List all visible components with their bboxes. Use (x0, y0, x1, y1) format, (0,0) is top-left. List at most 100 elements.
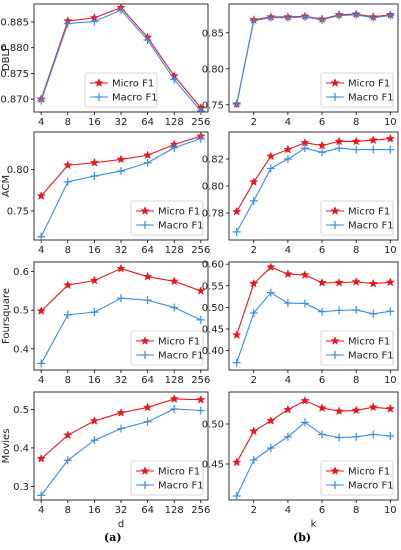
macro-f1-point (232, 492, 241, 500)
macro-f1-point (37, 359, 46, 368)
micro-f1-point (351, 276, 361, 286)
macro-f1-point (90, 308, 99, 317)
macro-f1-point (63, 19, 72, 28)
micro-f1-point (249, 278, 259, 288)
x-tick-label: 8 (65, 117, 71, 128)
legend-star-marker (140, 466, 150, 475)
macro-f1-point (318, 15, 327, 24)
legend-label: Macro F1 (348, 221, 394, 232)
legend-plus-marker (141, 481, 149, 489)
micro-f1-point (63, 430, 73, 440)
y-axis-label: DBLP (1, 45, 12, 71)
x-tick-label: 2 (251, 117, 257, 128)
micro-f1-point (63, 280, 73, 290)
micro-f1-point (368, 135, 378, 145)
series-line-micro-f1 (236, 400, 391, 463)
micro-f1-point (142, 150, 153, 160)
micro-f1-point (232, 330, 242, 339)
micro-f1-point (196, 286, 206, 295)
macro-f1-point (369, 309, 378, 318)
macro-f1-point (170, 143, 179, 152)
micro-f1-point (368, 402, 378, 412)
macro-f1-point (335, 433, 344, 442)
y-tick-label: 0.4 (13, 443, 29, 454)
series-line-micro-f1 (236, 138, 391, 212)
x-tick-label: 6 (319, 505, 325, 516)
legend: Micro F1 Macro F1 (130, 200, 204, 236)
x-tick-label: 32 (115, 505, 128, 516)
y-tick-label: 0.5 (13, 405, 29, 416)
macro-f1-point (117, 424, 125, 433)
y-tick-label: 0.4 (13, 344, 29, 355)
y-tick-label: 0.78 (202, 209, 224, 220)
micro-f1-point (334, 136, 344, 146)
macro-f1-point (283, 155, 292, 163)
macro-f1-point (249, 16, 258, 25)
macro-f1-point (117, 6, 125, 15)
x-tick-label: 256 (191, 117, 210, 128)
macro-f1-point (386, 145, 395, 154)
macro-f1-point (90, 436, 99, 445)
y-tick-label: 0.80 (7, 165, 29, 176)
x-tick-label: 256 (191, 505, 210, 516)
chart-movies-d: 0.3 0.4 0.5 4 8 16 32 64 128 256 Movies d Micro F1 Ma… (1, 391, 210, 530)
micro-f1-point (89, 416, 100, 425)
x-tick-label: 10 (384, 117, 397, 128)
chart-dblp-k: 0.75 0.80 0.85 2 4 6 8 10 Micro F1 Macro F1 (202, 3, 399, 128)
micro-f1-point (249, 177, 259, 186)
legend-label: Micro F1 (348, 337, 390, 348)
macro-f1-point (63, 456, 72, 465)
micro-f1-point (116, 407, 126, 417)
macro-f1-point (300, 12, 309, 21)
x-tick-label: 2 (251, 505, 257, 516)
x-tick-label: 4 (285, 375, 291, 386)
macro-f1-point (266, 444, 275, 452)
macro-f1-point (352, 432, 361, 441)
micro-f1-point (89, 275, 100, 285)
x-axis-label: k (311, 519, 317, 530)
legend-label: Macro F1 (348, 481, 394, 492)
micro-f1-point (334, 406, 344, 416)
x-tick-label: 16 (88, 117, 101, 128)
macro-f1-point (386, 432, 395, 440)
legend-label: Macro F1 (158, 481, 204, 492)
y-tick-label: 0.6 (13, 267, 29, 278)
x-tick-label: 8 (353, 375, 359, 386)
micro-f1-point (385, 403, 395, 413)
legend-label: Macro F1 (348, 351, 394, 362)
y-axis-label: Foursquare (1, 288, 12, 344)
y-tick-label: 0.55 (202, 281, 224, 292)
x-tick-label: 32 (115, 375, 128, 386)
micro-f1-point (36, 453, 46, 463)
micro-f1-point (283, 404, 293, 414)
y-tick-label: 0.85 (202, 28, 224, 39)
y-tick-label: 0.45 (202, 324, 224, 335)
micro-f1-point (232, 457, 242, 467)
series-line-macro-f1 (236, 291, 391, 363)
legend-label: Micro F1 (348, 207, 390, 218)
macro-f1-point (283, 299, 292, 308)
macro-f1-point (266, 13, 275, 22)
y-tick-label: 0.75 (7, 206, 29, 217)
macro-f1-point (170, 404, 179, 413)
x-tick-label: 10 (384, 375, 397, 386)
macro-f1-point (196, 106, 205, 115)
macro-f1-point (369, 145, 378, 154)
micro-f1-point (116, 154, 126, 164)
x-tick-label: 64 (141, 117, 154, 128)
x-tick-label: 32 (115, 245, 128, 256)
macro-f1-point (386, 307, 395, 316)
micro-f1-point (283, 144, 293, 154)
x-tick-label: 4 (285, 117, 291, 128)
legend: Micro F1 Macro F1 (320, 330, 394, 366)
macro-f1-point (300, 299, 309, 308)
macro-f1-point (386, 11, 395, 20)
legend-plus-marker (331, 481, 339, 489)
x-tick-label: 6 (319, 117, 325, 128)
x-tick-label: 4 (38, 117, 44, 128)
macro-f1-point (352, 305, 361, 314)
caption-a: (a) (104, 531, 122, 544)
macro-f1-point (352, 145, 361, 154)
macro-f1-point (318, 307, 327, 316)
